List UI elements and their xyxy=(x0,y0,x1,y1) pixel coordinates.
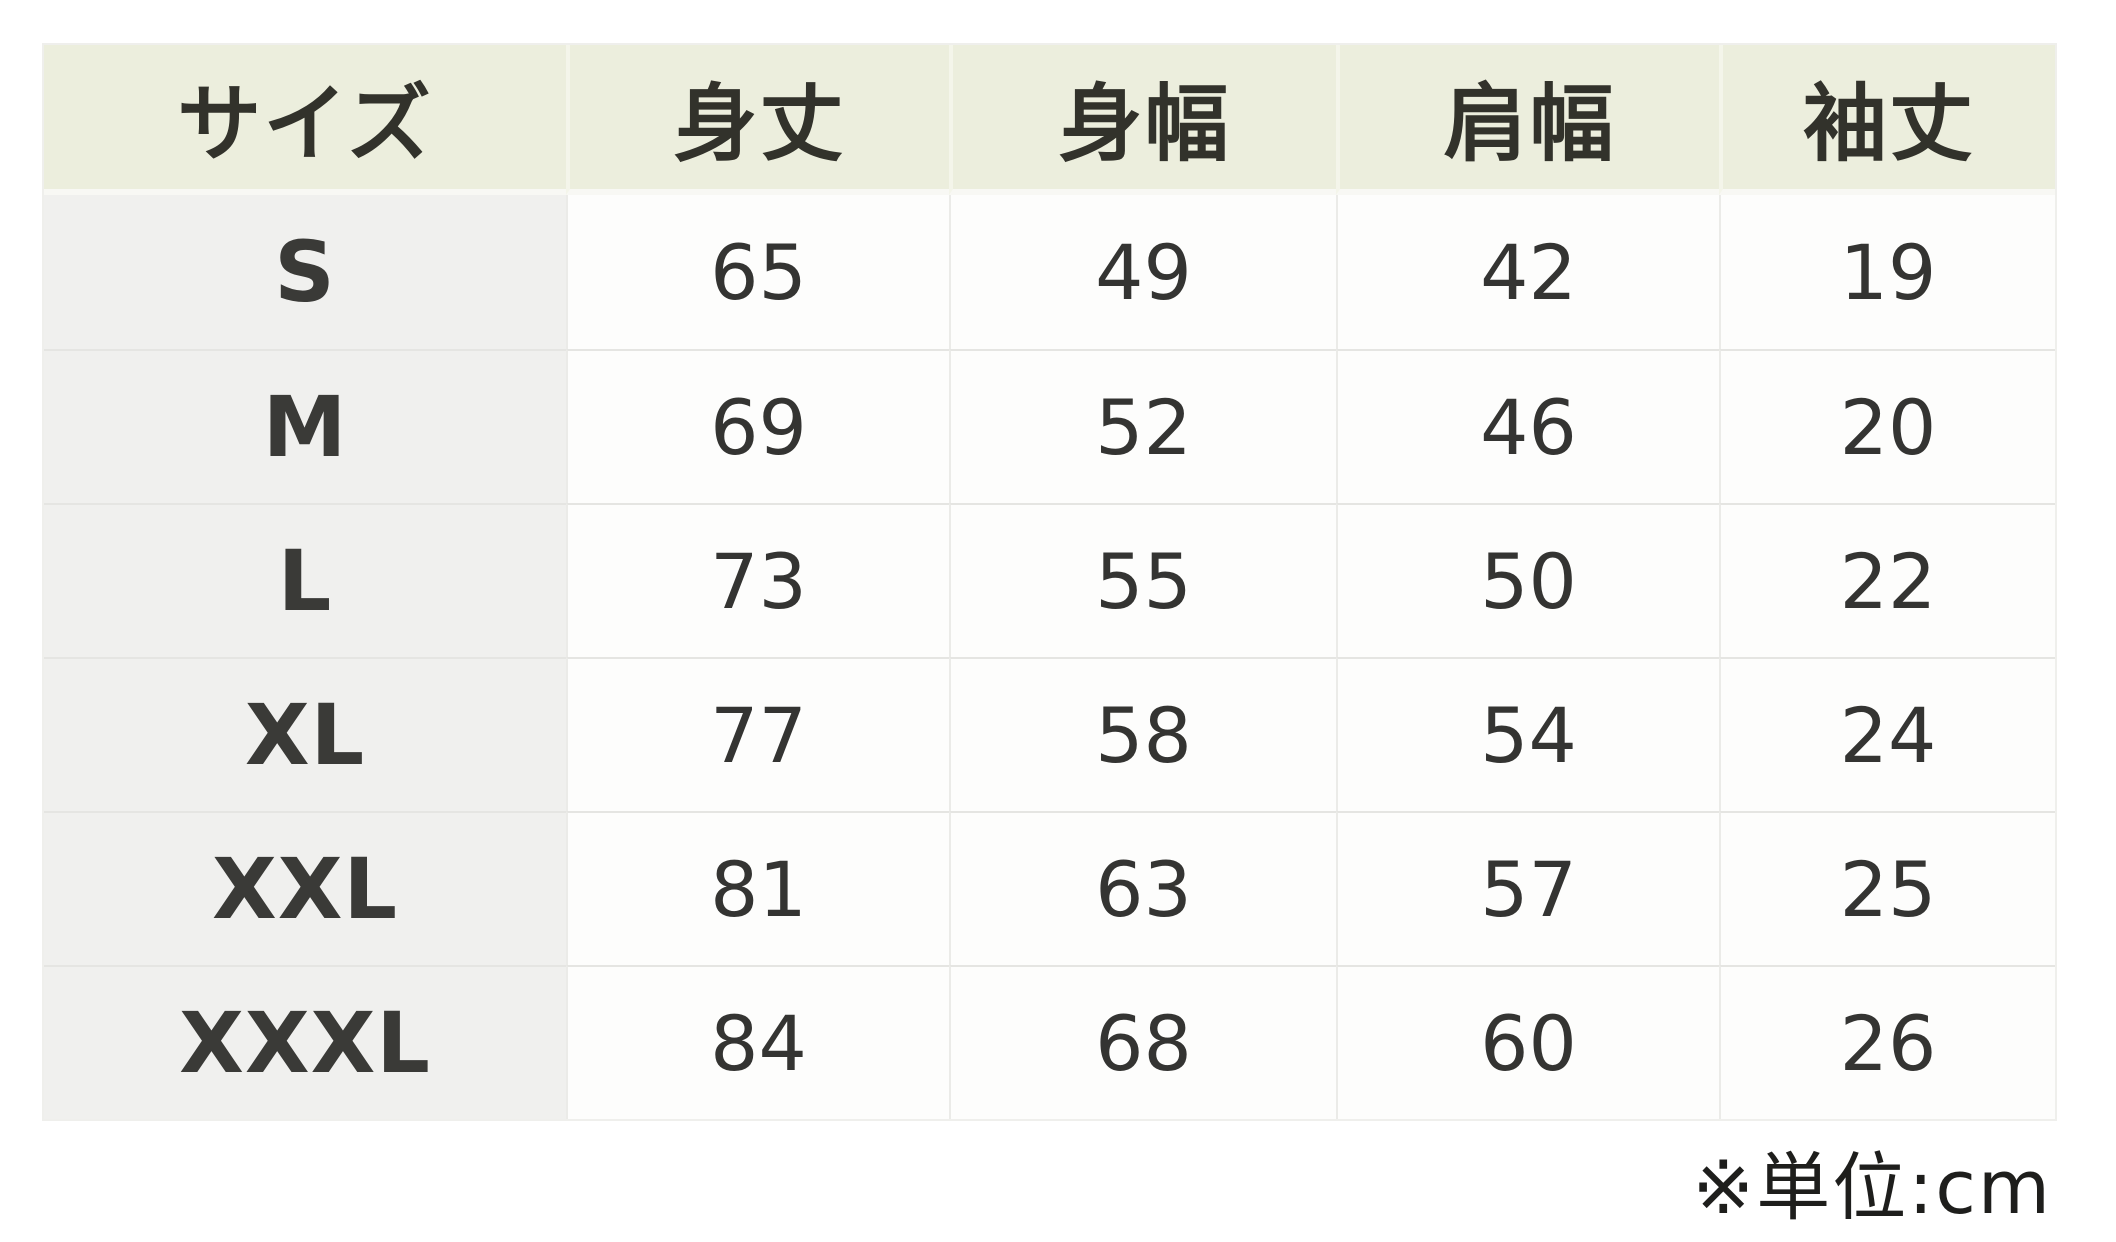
cell-xxl-body-width: 63 xyxy=(949,811,1336,965)
cell-m-body-length: 69 xyxy=(566,349,949,503)
row-label-s: S xyxy=(44,195,566,349)
cell-m-shoulder-width: 46 xyxy=(1336,349,1719,503)
cell-xl-sleeve-length: 24 xyxy=(1719,657,2055,811)
row-label-l: L xyxy=(44,503,566,657)
cell-xl-body-length: 77 xyxy=(566,657,949,811)
row-label-m: M xyxy=(44,349,566,503)
cell-s-shoulder-width: 42 xyxy=(1336,195,1719,349)
table-row-xxl: XXL 81 63 57 25 xyxy=(44,811,2055,965)
cell-xxxl-body-width: 68 xyxy=(949,965,1336,1119)
cell-m-body-width: 52 xyxy=(949,349,1336,503)
header-body-length: 身丈 xyxy=(566,45,949,195)
table-row-s: S 65 49 42 19 xyxy=(44,195,2055,349)
cell-xxl-shoulder-width: 57 xyxy=(1336,811,1719,965)
row-label-xl: XL xyxy=(44,657,566,811)
cell-xxl-body-length: 81 xyxy=(566,811,949,965)
table-row-m: M 69 52 46 20 xyxy=(44,349,2055,503)
cell-l-sleeve-length: 22 xyxy=(1719,503,2055,657)
cell-l-body-length: 73 xyxy=(566,503,949,657)
cell-l-body-width: 55 xyxy=(949,503,1336,657)
header-size: サイズ xyxy=(44,45,566,195)
row-label-xxl: XXL xyxy=(44,811,566,965)
cell-xxxl-body-length: 84 xyxy=(566,965,949,1119)
cell-s-body-length: 65 xyxy=(566,195,949,349)
cell-s-body-width: 49 xyxy=(949,195,1336,349)
unit-note: ※単位:cm xyxy=(1692,1145,2052,1231)
header-body-width: 身幅 xyxy=(949,45,1336,195)
header-shoulder-width: 肩幅 xyxy=(1336,45,1719,195)
cell-l-shoulder-width: 50 xyxy=(1336,503,1719,657)
table-row-l: L 73 55 50 22 xyxy=(44,503,2055,657)
row-label-xxxl: XXXL xyxy=(44,965,566,1119)
cell-m-sleeve-length: 20 xyxy=(1719,349,2055,503)
cell-xl-body-width: 58 xyxy=(949,657,1336,811)
size-chart-table: サイズ 身丈 身幅 肩幅 袖丈 S 65 49 42 19 M 69 52 46… xyxy=(42,43,2057,1121)
cell-xxl-sleeve-length: 25 xyxy=(1719,811,2055,965)
cell-xl-shoulder-width: 54 xyxy=(1336,657,1719,811)
header-sleeve-length: 袖丈 xyxy=(1719,45,2055,195)
cell-s-sleeve-length: 19 xyxy=(1719,195,2055,349)
size-chart-header-row: サイズ 身丈 身幅 肩幅 袖丈 xyxy=(44,45,2055,195)
table-row-xl: XL 77 58 54 24 xyxy=(44,657,2055,811)
cell-xxxl-sleeve-length: 26 xyxy=(1719,965,2055,1119)
table-row-xxxl: XXXL 84 68 60 26 xyxy=(44,965,2055,1119)
cell-xxxl-shoulder-width: 60 xyxy=(1336,965,1719,1119)
